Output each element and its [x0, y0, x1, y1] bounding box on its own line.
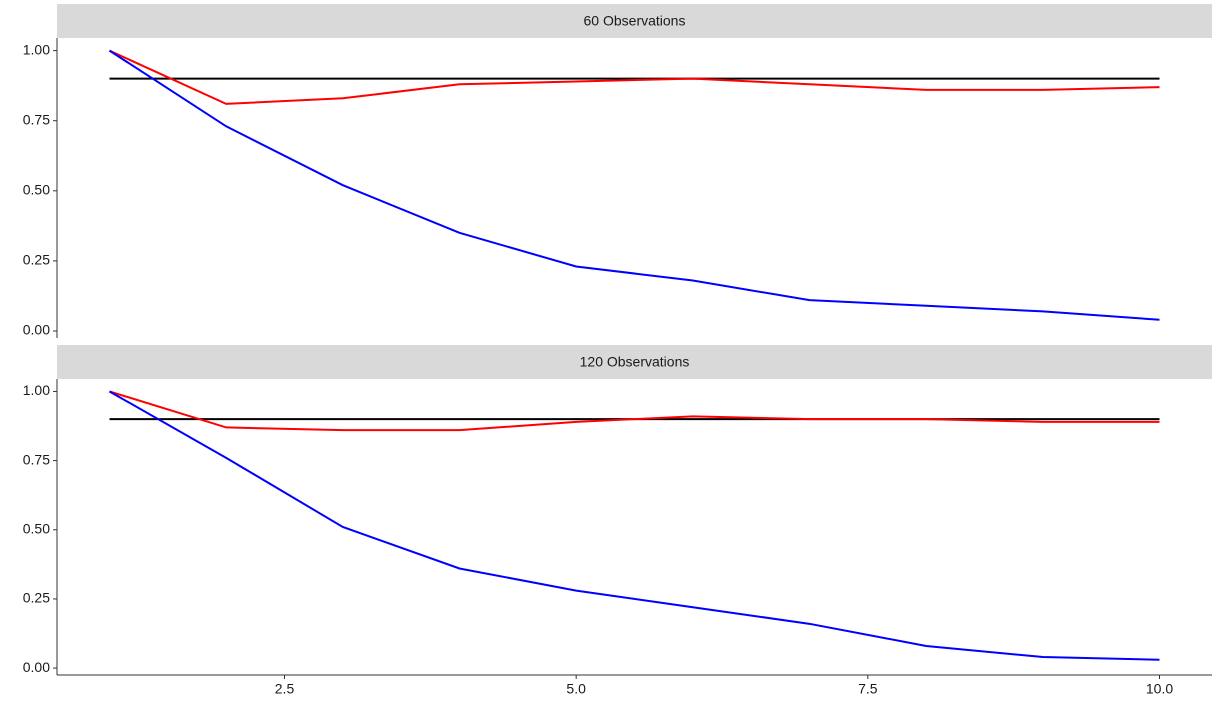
y-tick-label: 0.00 — [23, 322, 50, 338]
x-tick-label: 5.0 — [566, 681, 586, 697]
series-line — [109, 390, 1160, 432]
panel-title: 120 Observations — [580, 354, 690, 370]
x-tick-label: 10.0 — [1146, 681, 1173, 697]
y-tick-label: 0.25 — [23, 252, 50, 268]
series-line — [109, 49, 1160, 105]
series-line — [109, 390, 1160, 661]
x-tick-label: 2.5 — [275, 681, 295, 697]
y-tick-label: 0.50 — [23, 520, 50, 536]
y-tick-label: 1.00 — [23, 382, 50, 398]
y-tick-label: 0.75 — [23, 111, 50, 127]
strip — [57, 345, 1212, 379]
y-tick-label: 0.50 — [23, 182, 50, 198]
y-tick-label: 0.00 — [23, 659, 50, 675]
y-tick-label: 0.25 — [23, 590, 50, 606]
panel-title: 60 Observations — [584, 13, 686, 29]
y-tick-label: 1.00 — [23, 41, 50, 57]
x-tick-label: 7.5 — [858, 681, 878, 697]
series-line — [108, 49, 1160, 321]
y-tick-label: 0.75 — [23, 451, 50, 467]
strip — [57, 4, 1212, 38]
